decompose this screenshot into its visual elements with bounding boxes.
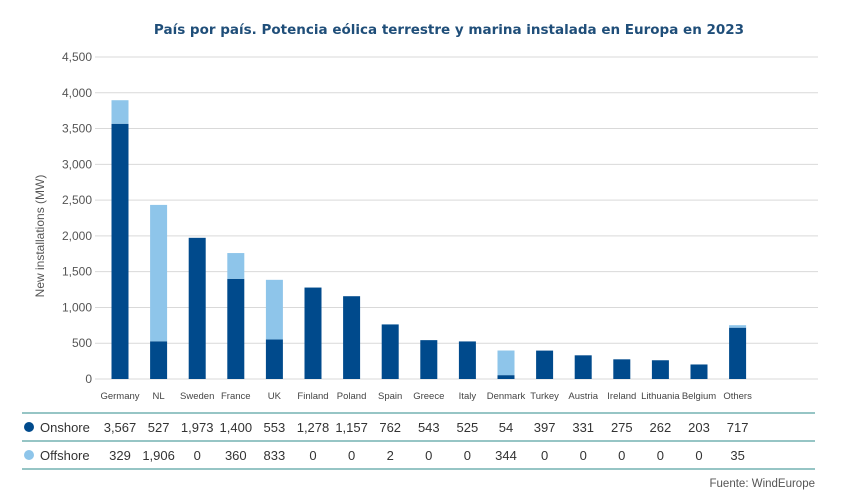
- table-value: 553: [264, 420, 286, 435]
- legend-marker: [24, 450, 34, 460]
- x-tick-label: Poland: [337, 391, 367, 402]
- table-value: 1,278: [297, 420, 330, 435]
- bar-onshore: [188, 237, 206, 379]
- y-tick-label: 2,500: [62, 193, 92, 207]
- table-value: 1,157: [335, 420, 368, 435]
- table-value: 543: [418, 420, 440, 435]
- table-value: 833: [264, 448, 286, 463]
- legend-marker: [24, 422, 34, 432]
- bar-onshore: [343, 296, 361, 379]
- x-tick-label: Sweden: [180, 391, 214, 402]
- bar-onshore: [150, 341, 168, 379]
- x-tick-label: Italy: [459, 391, 477, 402]
- legend-label: Offshore: [40, 448, 90, 463]
- y-axis-ticks: 0 500 1,000 1,500 2,000 2,500 3,000 3,500 4,000 4…: [62, 50, 92, 386]
- bar-offshore: [729, 325, 747, 328]
- x-tick-label: Others: [723, 391, 752, 402]
- bar-offshore: [265, 279, 283, 340]
- table-value: 54: [499, 420, 513, 435]
- table-value: 344: [495, 448, 517, 463]
- legend-label: Onshore: [40, 420, 90, 435]
- bar-onshore: [690, 364, 708, 379]
- bar-onshore: [497, 375, 515, 379]
- table-value: 762: [379, 420, 401, 435]
- table-value: 329: [109, 448, 131, 463]
- table-value: 0: [580, 448, 587, 463]
- table-value: 717: [727, 420, 749, 435]
- x-tick-label: Belgium: [682, 391, 716, 402]
- bar-onshore: [574, 355, 592, 379]
- x-tick-label: Finland: [297, 391, 328, 402]
- table-value: 2: [387, 448, 394, 463]
- y-tick-label: 2,000: [62, 229, 92, 243]
- y-tick-label: 1,500: [62, 265, 92, 279]
- x-tick-label: Denmark: [487, 391, 526, 402]
- table-value: 0: [464, 448, 471, 463]
- gridlines: [95, 56, 818, 380]
- chart-title: País por país. Potencia eólica terrestre…: [154, 22, 744, 38]
- source-note: Fuente: WindEurope: [710, 478, 815, 490]
- bar-onshore: [227, 278, 245, 379]
- table-value: 525: [457, 420, 479, 435]
- y-tick-label: 0: [85, 372, 92, 386]
- bar-offshore: [497, 350, 515, 376]
- bar-offshore: [111, 100, 129, 124]
- x-tick-label: NL: [153, 391, 165, 402]
- bar-onshore: [613, 359, 631, 379]
- x-tick-label: Germany: [100, 391, 139, 402]
- table-value: 360: [225, 448, 247, 463]
- x-tick-label: Austria: [568, 391, 598, 402]
- bar-onshore: [729, 327, 747, 379]
- data-table: Onshore 3,567 527 1,973 1,400 553 1,278 1,157 76…: [22, 412, 815, 470]
- y-tick-label: 3,500: [62, 122, 92, 136]
- y-tick-label: 4,500: [62, 50, 92, 64]
- y-tick-label: 3,000: [62, 157, 92, 171]
- bar-onshore: [111, 123, 129, 380]
- table-value: 0: [425, 448, 432, 463]
- table-value: 3,567: [104, 420, 137, 435]
- x-tick-label: Turkey: [530, 391, 559, 402]
- table-value: 0: [541, 448, 548, 463]
- table-value: 275: [611, 420, 633, 435]
- y-axis-label: New installations (MW): [33, 175, 47, 298]
- table-value: 0: [348, 448, 355, 463]
- bar-onshore: [265, 339, 283, 379]
- x-tick-label: Spain: [378, 391, 402, 402]
- y-tick-label: 4,000: [62, 86, 92, 100]
- bars: [111, 100, 747, 380]
- bar-offshore: [227, 253, 245, 279]
- bar-onshore: [651, 360, 669, 379]
- x-tick-label: UK: [268, 391, 282, 402]
- x-tick-label: France: [221, 391, 251, 402]
- x-tick-label: Lithuania: [641, 391, 680, 402]
- bar-onshore: [458, 341, 476, 379]
- table-value: 0: [618, 448, 625, 463]
- bar-onshore: [536, 350, 554, 379]
- table-value: 1,906: [142, 448, 175, 463]
- bar-offshore: [150, 204, 168, 342]
- bar-onshore: [381, 324, 399, 379]
- table-value: 331: [572, 420, 594, 435]
- bar-onshore: [420, 340, 438, 379]
- y-tick-label: 500: [72, 336, 92, 350]
- table-value: 262: [650, 420, 672, 435]
- table-value: 0: [309, 448, 316, 463]
- table-value: 397: [534, 420, 556, 435]
- table-value: 35: [730, 448, 744, 463]
- x-tick-label: Greece: [413, 391, 444, 402]
- table-value: 527: [148, 420, 170, 435]
- table-value: 0: [657, 448, 664, 463]
- table-value: 0: [194, 448, 201, 463]
- x-tick-label: Ireland: [607, 391, 636, 402]
- table-value: 1,400: [220, 420, 253, 435]
- x-axis-ticks: Germany NL Sweden France UK Finland Poland Spai…: [100, 391, 752, 402]
- bar-onshore: [304, 287, 322, 379]
- y-tick-label: 1,000: [62, 300, 92, 314]
- table-value: 0: [695, 448, 702, 463]
- table-value: 203: [688, 420, 710, 435]
- table-value: 1,973: [181, 420, 214, 435]
